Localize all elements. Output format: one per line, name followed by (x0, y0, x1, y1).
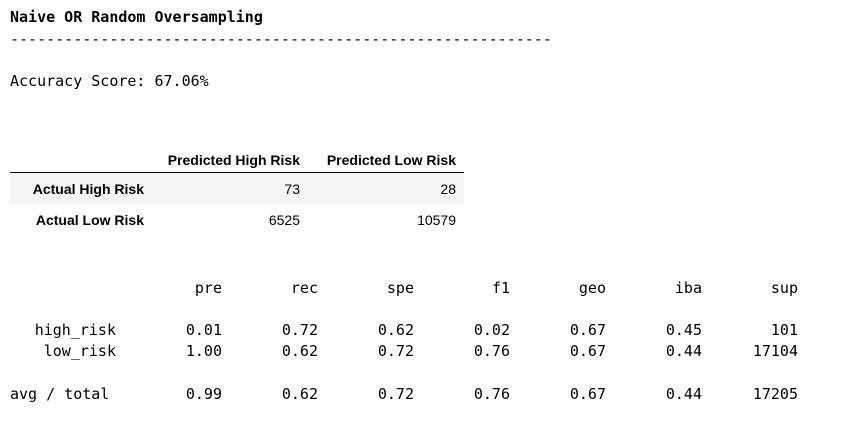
report-row-label: high_risk (34, 321, 116, 339)
report-row-label: avg / total (10, 385, 110, 403)
report-cell: 0.62 (377, 321, 414, 339)
report-cell: 0.72 (377, 342, 414, 360)
report-header: spe (386, 279, 414, 297)
table-row: Actual Low Risk 6525 10579 (10, 204, 464, 235)
report-cell: 0.01 (185, 321, 222, 339)
cell: 6525 (268, 211, 300, 228)
report-cell: 101 (770, 321, 798, 339)
separator-line: ----------------------------------------… (10, 30, 552, 48)
report-header: iba (674, 279, 702, 297)
report-header: f1 (491, 279, 510, 297)
table-row: Actual High Risk 73 28 (10, 172, 464, 204)
column-header: Predicted High Risk (152, 147, 308, 173)
report-cell: 0.76 (473, 342, 510, 360)
report-header: sup (770, 279, 798, 297)
report-cell: 1.00 (185, 342, 222, 360)
report-cell: 0.45 (665, 321, 702, 339)
report-cell: 0.76 (473, 385, 510, 403)
report-cell: 17104 (752, 342, 798, 360)
cell: 73 (284, 180, 300, 197)
report-cell: 0.99 (185, 385, 222, 403)
output-title: Naive OR Random Oversampling (10, 8, 263, 26)
report-row-label: low_risk (43, 342, 116, 360)
report-cell: 0.44 (665, 342, 702, 360)
report-cell: 0.67 (569, 385, 606, 403)
column-header: Predicted Low Risk (308, 147, 464, 173)
cell: 28 (440, 180, 456, 197)
report-cell: 0.72 (281, 321, 318, 339)
report-header: rec (290, 279, 318, 297)
row-label: Actual Low Risk (35, 211, 144, 228)
report-cell: 0.72 (377, 385, 414, 403)
report-cell: 0.62 (281, 342, 318, 360)
table-header-row: Predicted High Risk Predicted Low Risk (10, 147, 464, 173)
report-cell: 0.44 (665, 385, 702, 403)
column-header (10, 147, 152, 173)
report-header: geo (578, 279, 606, 297)
report-header: pre (194, 279, 222, 297)
confusion-matrix-table: Predicted High Risk Predicted Low Risk A… (10, 147, 464, 235)
report-cell: 0.67 (569, 342, 606, 360)
cell: 10579 (417, 211, 456, 228)
report-cell: 0.02 (473, 321, 510, 339)
report-cell: 17205 (752, 385, 798, 403)
report-cell: 0.62 (281, 385, 318, 403)
report-cell: 0.67 (569, 321, 606, 339)
accuracy-score: Accuracy Score: 67.06% (10, 72, 209, 90)
row-label: Actual High Risk (32, 180, 144, 197)
